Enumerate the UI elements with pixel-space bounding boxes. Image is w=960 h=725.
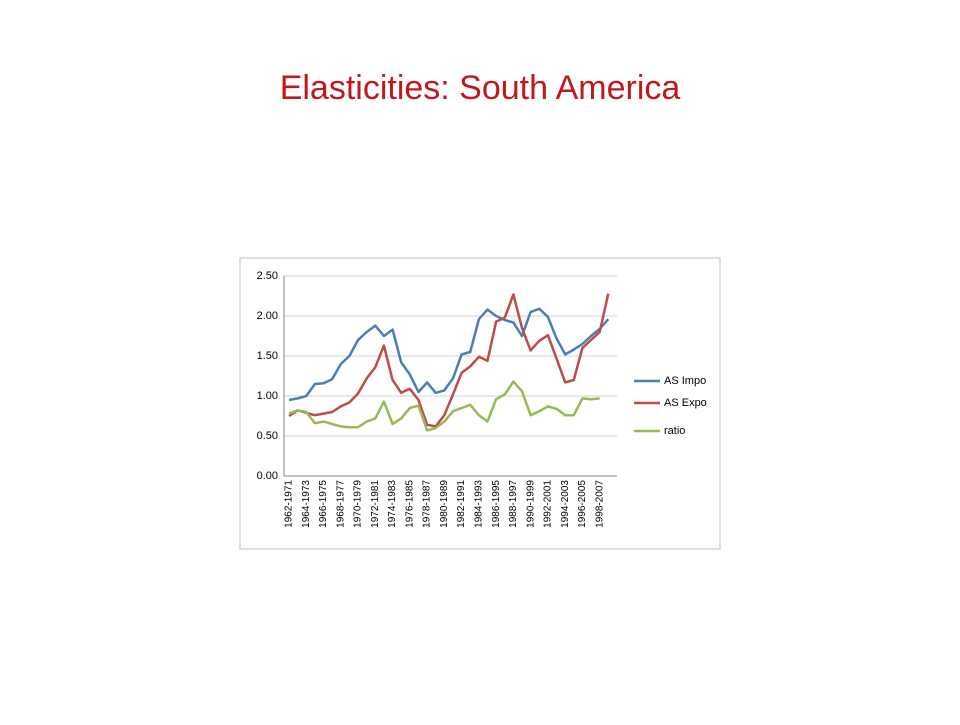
- x-tick-label: 1964-1973: [301, 480, 312, 528]
- x-tick-label: 1962-1971: [284, 480, 295, 528]
- legend-label: ratio: [664, 425, 685, 437]
- x-tick-label: 1996-2005: [577, 480, 588, 528]
- x-tick-label: 1968-1977: [335, 480, 346, 528]
- x-tick-label: 1976-1985: [404, 480, 415, 528]
- y-tick-label: 0.50: [257, 430, 278, 442]
- y-tick-label: 0.00: [257, 470, 278, 482]
- x-tick-label: 1984-1993: [474, 480, 485, 528]
- y-tick-label: 1.50: [257, 350, 278, 362]
- legend-label: AS Impo: [664, 375, 706, 387]
- x-tick-label: 1978-1987: [422, 480, 433, 528]
- x-tick-label: 1988-1997: [508, 480, 519, 528]
- series-line: [288, 293, 610, 428]
- x-tick-label: 1994-2003: [560, 480, 571, 528]
- x-tick-label: 1990-1999: [525, 480, 536, 528]
- x-tick-label: 1998-2007: [594, 480, 605, 528]
- x-tick-label: 1992-2001: [543, 480, 554, 528]
- y-tick-label: 1.00: [257, 390, 278, 402]
- y-tick-label: 2.00: [257, 310, 278, 322]
- x-tick-label: 1974-1983: [387, 480, 398, 528]
- x-tick-label: 1982-1991: [456, 480, 467, 528]
- x-tick-label: 1980-1989: [439, 480, 450, 528]
- series-line: [288, 307, 610, 402]
- slide-title: Elasticities: South America: [280, 69, 681, 107]
- x-tick-label: 1986-1995: [491, 480, 502, 528]
- series-line: [288, 380, 600, 432]
- x-tick-label: 1966-1975: [318, 480, 329, 528]
- legend-label: AS Expo: [664, 397, 707, 409]
- x-tick-label: 1972-1981: [370, 480, 381, 528]
- x-tick-label: 1970-1979: [353, 480, 364, 528]
- y-tick-label: 2.50: [257, 270, 278, 282]
